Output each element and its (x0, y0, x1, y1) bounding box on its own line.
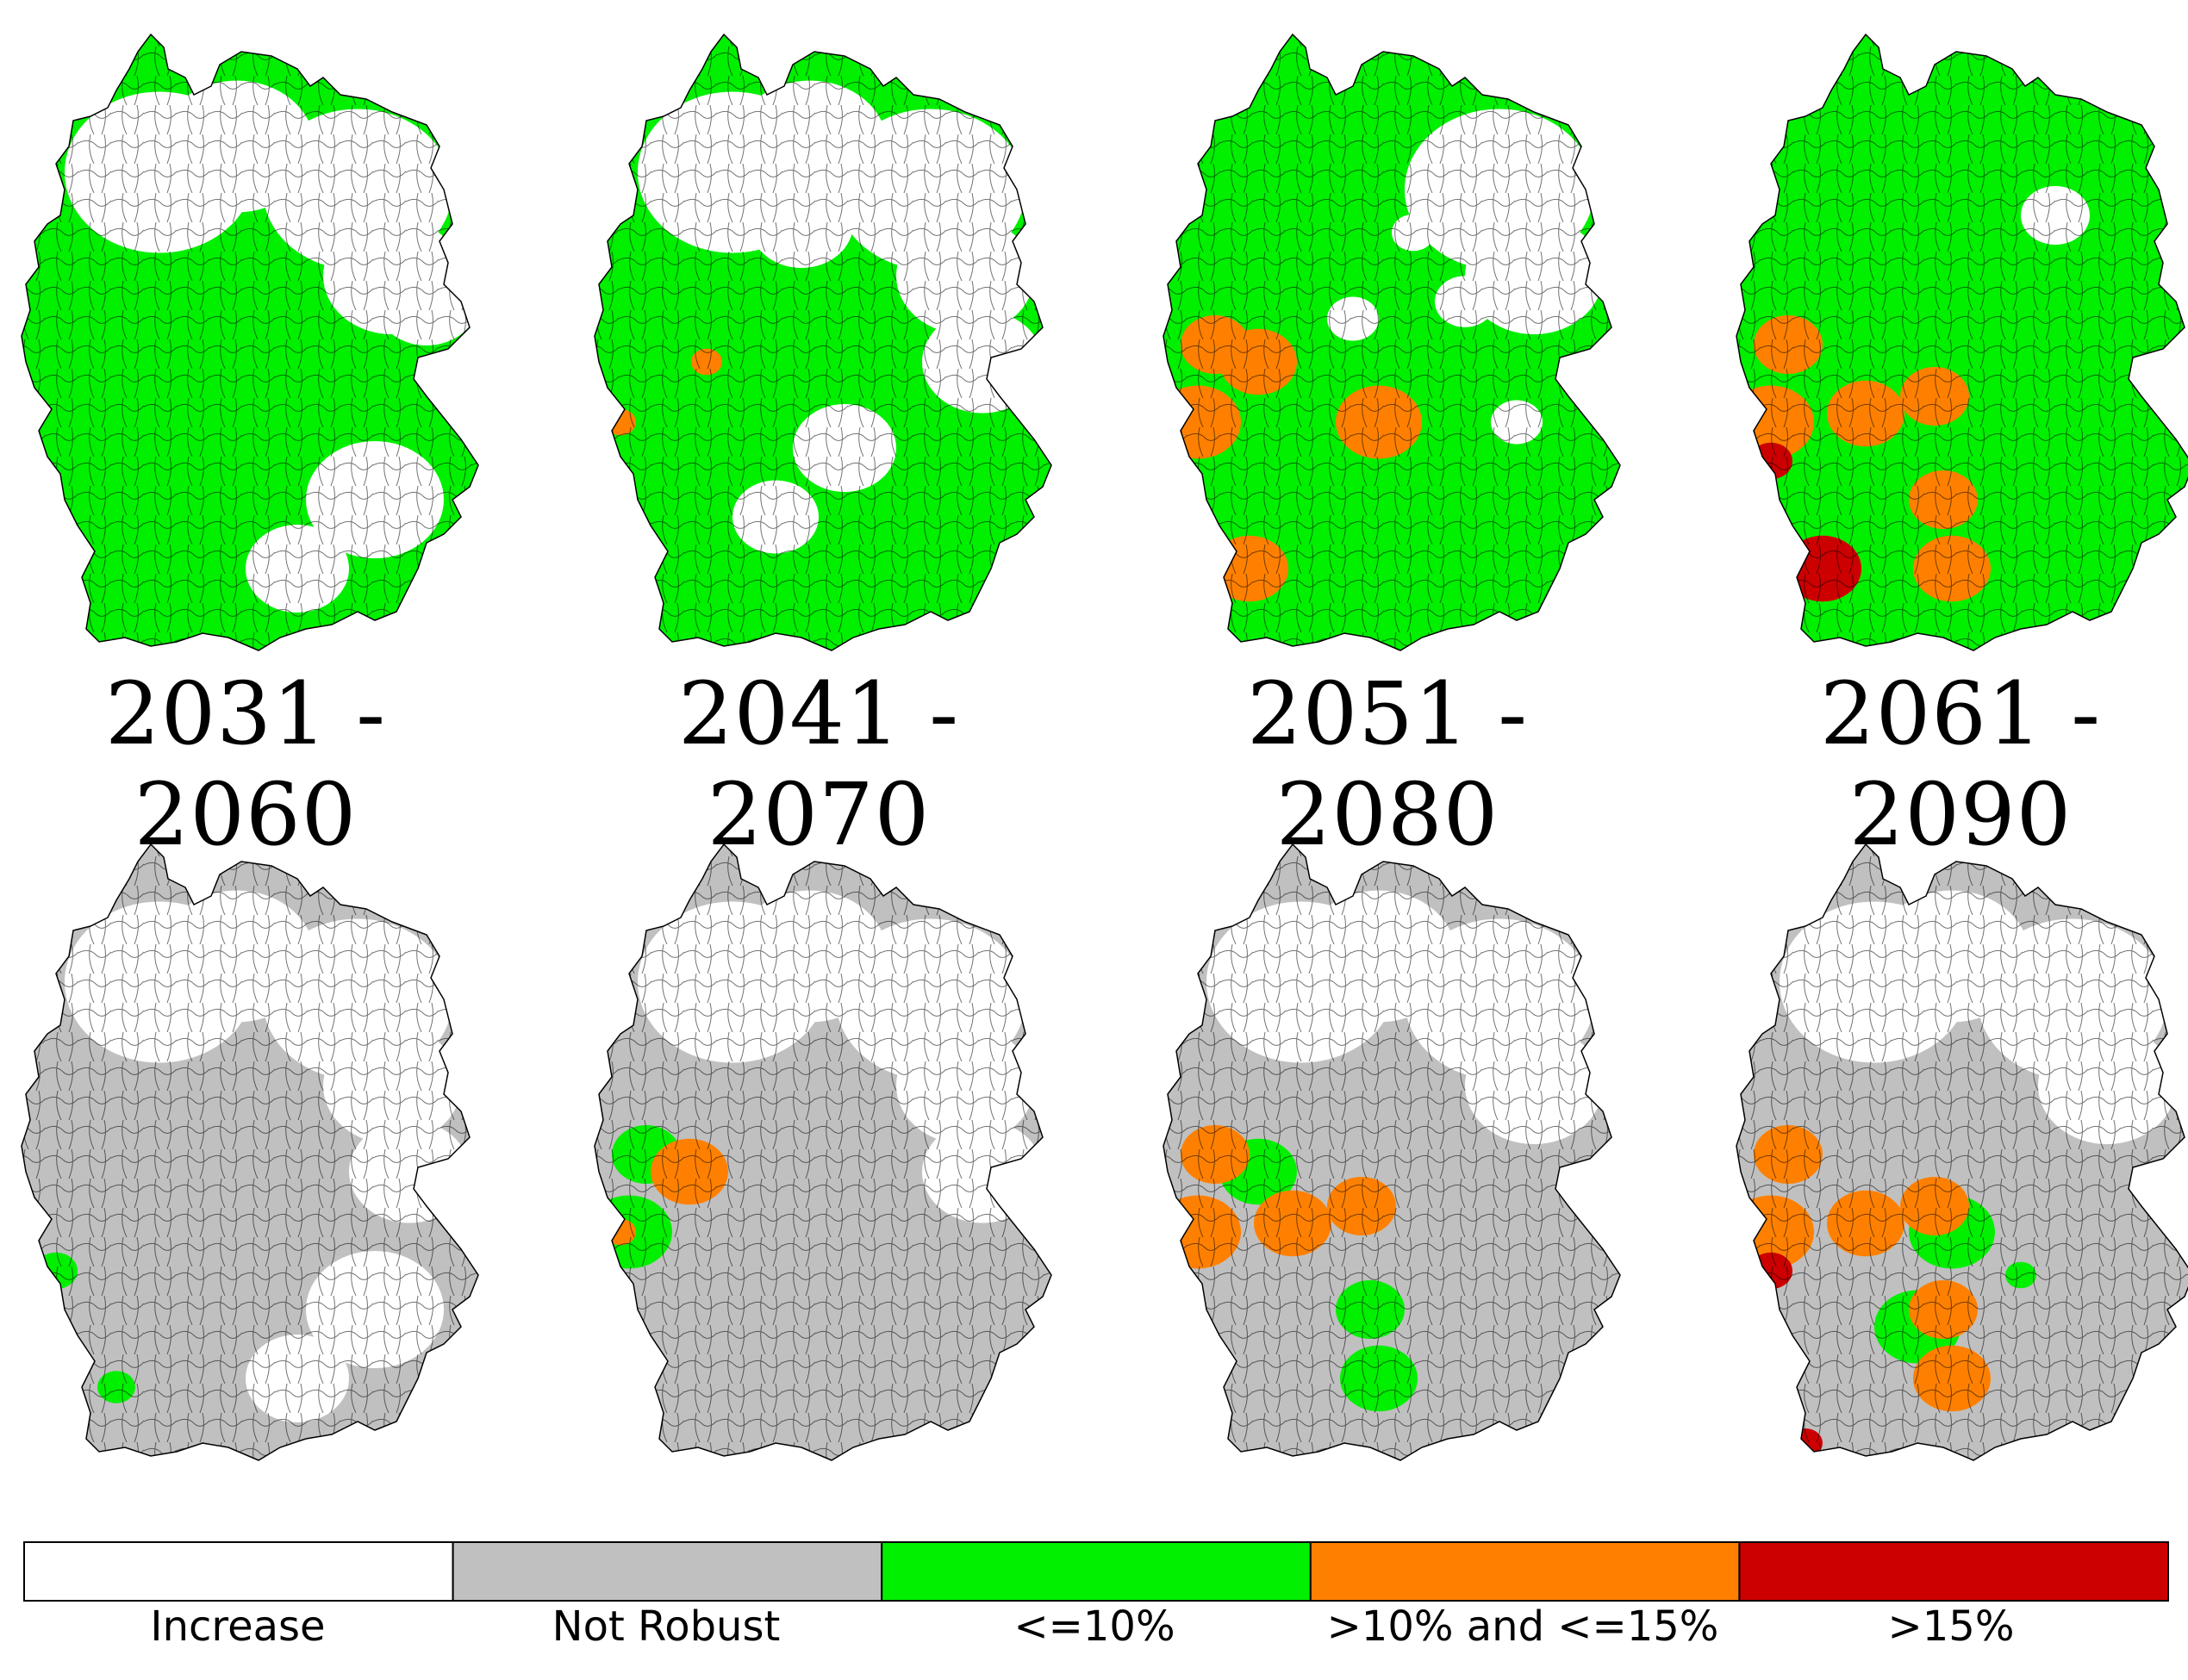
period-label-1: 2031 - 2060 (104, 663, 387, 865)
legend-swatch-2 (452, 1541, 883, 1602)
district-boundaries (1163, 34, 1620, 650)
period-label-3: 2051 - 2080 (1246, 663, 1529, 865)
district-boundaries (22, 844, 478, 1460)
legend-swatch-3 (881, 1541, 1312, 1602)
period-label-4: 2061 - 2090 (1819, 663, 2102, 865)
germany-map-row2-col2 (594, 843, 1052, 1461)
germany-map-row1-col4 (1736, 34, 2188, 651)
district-boundaries (595, 844, 1051, 1460)
district-boundaries (1736, 844, 2188, 1460)
germany-map-row2-col1 (21, 843, 479, 1461)
germany-map-row1-col3 (1163, 34, 1621, 651)
legend-label-not-robust: Not Robust (552, 1602, 781, 1651)
maps-layer (21, 34, 2188, 1461)
district-boundaries (1163, 844, 1620, 1460)
legend-bar (23, 1541, 2170, 1602)
legend-swatch-1 (23, 1541, 454, 1602)
period-label-2: 2041 - 2070 (677, 663, 960, 865)
legend-label-increase: Increase (150, 1602, 326, 1651)
district-boundaries (595, 34, 1051, 650)
legend-swatch-4 (1309, 1541, 1741, 1602)
legend-label-gt15: >15% (1887, 1602, 2015, 1651)
germany-map-row1-col2 (594, 34, 1052, 651)
legend-label-le10: <=10% (1013, 1602, 1175, 1651)
germany-map-row2-col3 (1163, 843, 1621, 1461)
legend-swatch-5 (1738, 1541, 2170, 1602)
germany-map-row2-col4 (1736, 843, 2188, 1461)
legend-label-10to15: >10% and <=15% (1326, 1602, 1719, 1651)
district-boundaries (1736, 34, 2188, 650)
germany-map-row1-col1 (21, 34, 479, 651)
district-boundaries (22, 34, 478, 650)
